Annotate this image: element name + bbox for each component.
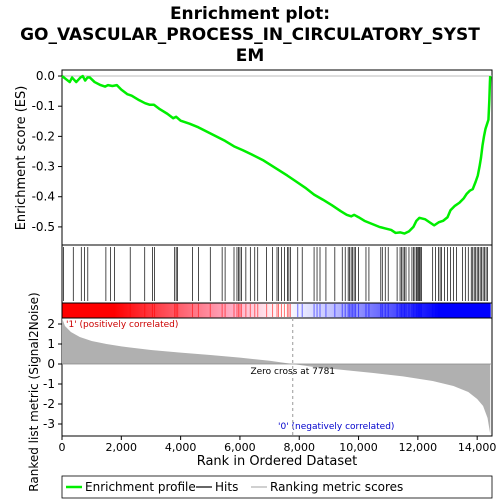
es-panel-frame (61, 69, 493, 246)
x-tick-label: 12,000 (399, 441, 438, 454)
negative-correlation-label: '0' (negatively correlated) (278, 422, 394, 432)
chart-title-line-1: Enrichment plot: (170, 4, 330, 24)
x-tick-label: 6,000 (224, 441, 256, 454)
enrichment-profile-line (61, 74, 492, 235)
legend-hits-label: Hits (215, 480, 238, 494)
x-tick-label: 14,000 (458, 441, 497, 454)
rank-bar-stripes (62, 304, 489, 317)
legend-ranking-label: Ranking metric scores (270, 480, 403, 494)
legend-frame (61, 475, 493, 499)
x-tick-label: 2,000 (106, 441, 138, 454)
es-y-ticks: 0.0 -0.1 -0.2 -0.3 -0.4 -0.5 (32, 69, 62, 234)
x-tick-label: 0 (59, 441, 66, 454)
hit-marks (63, 247, 488, 301)
es-y-tick-label: -0.2 (32, 129, 55, 143)
metric-y-ticks: 2 1 0 -1 -2 -3 (43, 317, 62, 431)
metric-y-tick-label: 1 (47, 337, 55, 351)
metric-y-tick-label: -1 (43, 377, 55, 391)
legend-enrichment-label: Enrichment profile (85, 480, 196, 494)
x-tick-label: 4,000 (165, 441, 197, 454)
zero-cross-label: Zero cross at 7781 (250, 367, 335, 377)
metric-y-tick-label: -2 (43, 397, 55, 411)
metric-panel-frame (61, 317, 493, 437)
es-y-axis-label: Enrichment score (ES) (14, 86, 29, 231)
es-y-tick-label: -0.1 (32, 99, 55, 113)
x-tick-label: 8,000 (283, 441, 315, 454)
chart-title-line-3: EM (236, 46, 265, 66)
metric-x-ticks: 0 2,000 4,000 6,000 8,000 10,000 12,000 14,000 (59, 436, 497, 454)
x-tick-label: 10,000 (339, 441, 378, 454)
es-y-tick-label: -0.4 (32, 190, 55, 204)
es-y-tick-label: -0.5 (32, 220, 55, 234)
metric-y-tick-label: -3 (43, 417, 55, 431)
metric-y-tick-label: 2 (47, 317, 55, 331)
chart-title-line-2: GO_VASCULAR_PROCESS_IN_CIRCULATORY_SYST (20, 25, 480, 45)
x-axis-label: Rank in Ordered Dataset (197, 454, 358, 469)
ranking-metric-area (62, 318, 491, 434)
es-y-tick-label: 0.0 (36, 69, 55, 83)
metric-y-axis-label: Ranked list metric (Signal2Noise) (27, 292, 41, 491)
es-y-tick-label: -0.3 (32, 160, 55, 174)
positive-correlation-label: '1' (positively correlated) (66, 320, 178, 330)
metric-y-tick-label: 0 (47, 357, 55, 371)
